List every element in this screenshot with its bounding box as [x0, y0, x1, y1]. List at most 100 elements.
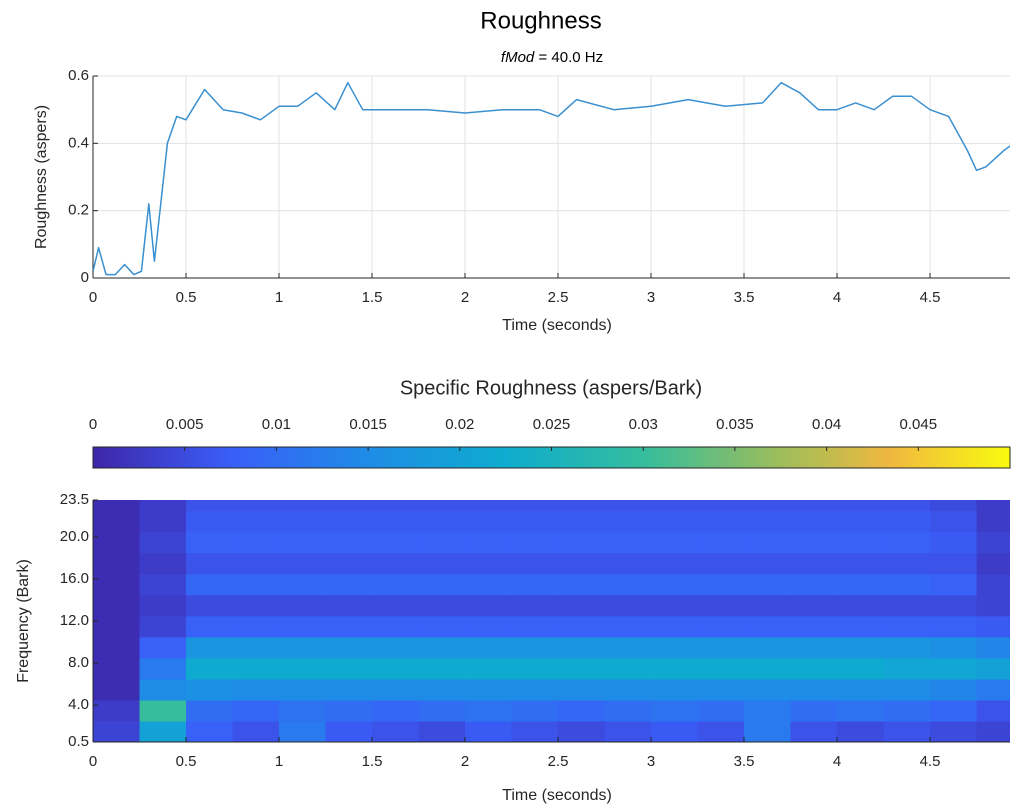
heat-cell [837, 573, 885, 596]
y-tick-label: 23.5 [60, 491, 89, 508]
heat-cell [139, 657, 187, 680]
heat-cell [418, 531, 466, 554]
heat-cell [186, 720, 234, 742]
heat-cell [93, 636, 141, 659]
heat-cell [465, 636, 513, 659]
heat-cell [837, 510, 885, 533]
heat-cell [744, 594, 792, 617]
heat-cell [697, 594, 745, 617]
colorbar-tick-label: 0.015 [349, 416, 387, 433]
heat-cell [511, 636, 559, 659]
heat-cell [651, 500, 699, 512]
heat-cell [186, 615, 234, 638]
line-plot: 0 0.2 0.4 0.6 0 0.5 1 1.5 2 2.5 3 3.5 4 4.5 [68, 67, 1010, 306]
heat-cell [976, 615, 1010, 638]
heat-cell [325, 552, 373, 575]
heat-cell [279, 531, 327, 554]
heat-cell [558, 657, 606, 680]
x-tick-label: 2.5 [548, 289, 569, 306]
cells [93, 500, 1010, 742]
heat-cell [930, 699, 978, 722]
heat-cell [558, 552, 606, 575]
heat-cell [697, 678, 745, 701]
colorbar-tick-label: 0.005 [166, 416, 204, 433]
heat-cell [232, 594, 280, 617]
subtitle-text: = 40.0 Hz [538, 49, 603, 66]
heat-cell [372, 573, 420, 596]
heat-cell [139, 500, 187, 512]
heat-cell [93, 720, 141, 742]
heat-cell [465, 573, 513, 596]
heat-cell [837, 615, 885, 638]
y-tick-label: 8.0 [68, 654, 89, 671]
heat-cell [837, 678, 885, 701]
heat-cell [139, 573, 187, 596]
heat-cell [465, 720, 513, 742]
heat-cell [883, 615, 931, 638]
x-tick-label: 1 [275, 289, 283, 306]
heat-cell [558, 573, 606, 596]
heat-cell [372, 699, 420, 722]
heat-cell [279, 657, 327, 680]
heat-cell [372, 720, 420, 742]
heat-cell [372, 678, 420, 701]
heat-cell [651, 552, 699, 575]
heat-cell [930, 531, 978, 554]
heat-cell [651, 720, 699, 742]
heat-cell [139, 552, 187, 575]
heat-cell [976, 573, 1010, 596]
heat-cell [279, 636, 327, 659]
heat-cell [930, 678, 978, 701]
heat-cell [837, 699, 885, 722]
heat-cell [651, 594, 699, 617]
heat-cell [930, 636, 978, 659]
heat-cell [883, 573, 931, 596]
heat-cell [511, 573, 559, 596]
heat-cell [790, 678, 838, 701]
heat-cell [93, 500, 141, 512]
heat-cell [651, 678, 699, 701]
heat-cell [511, 531, 559, 554]
heat-cell [697, 531, 745, 554]
chart-title: Roughness [480, 7, 601, 34]
heat-cell [93, 699, 141, 722]
heat-cell [186, 594, 234, 617]
heat-cell [325, 573, 373, 596]
heat-cell [744, 636, 792, 659]
heat-cell [139, 531, 187, 554]
heat-cell [976, 699, 1010, 722]
heat-cell [372, 594, 420, 617]
heat-cell [883, 657, 931, 680]
heat-cell [139, 699, 187, 722]
heat-cell [558, 720, 606, 742]
heat-cell [604, 636, 652, 659]
heat-cell [930, 552, 978, 575]
heat-cell [465, 699, 513, 722]
heat-cell [697, 699, 745, 722]
heat-cell [790, 552, 838, 575]
heat-cell [558, 636, 606, 659]
heat-cell [372, 552, 420, 575]
y-tick-label: 12.0 [60, 612, 89, 629]
heat-cell [232, 636, 280, 659]
heat-cell [744, 510, 792, 533]
x-tick-label: 4.5 [920, 753, 941, 770]
heat-cell [93, 594, 141, 617]
heat-cell [465, 678, 513, 701]
heat-cell [465, 531, 513, 554]
heat-cell [604, 552, 652, 575]
heat-cell [511, 594, 559, 617]
y-tick-label: 0 [81, 269, 89, 286]
heat-cell [558, 500, 606, 512]
heat-cell [930, 510, 978, 533]
heat-cell [279, 594, 327, 617]
heat-cell [186, 636, 234, 659]
heat-cell [604, 531, 652, 554]
heat-cell [325, 594, 373, 617]
heat-cell [604, 699, 652, 722]
colorbar: 0 0.005 0.01 0.015 0.02 0.025 0.03 0.035 0.04 0.0… [89, 416, 1011, 469]
y-tick-label: 0.4 [68, 134, 89, 151]
y-tick-label: 0.6 [68, 67, 89, 84]
heat-cell [651, 636, 699, 659]
